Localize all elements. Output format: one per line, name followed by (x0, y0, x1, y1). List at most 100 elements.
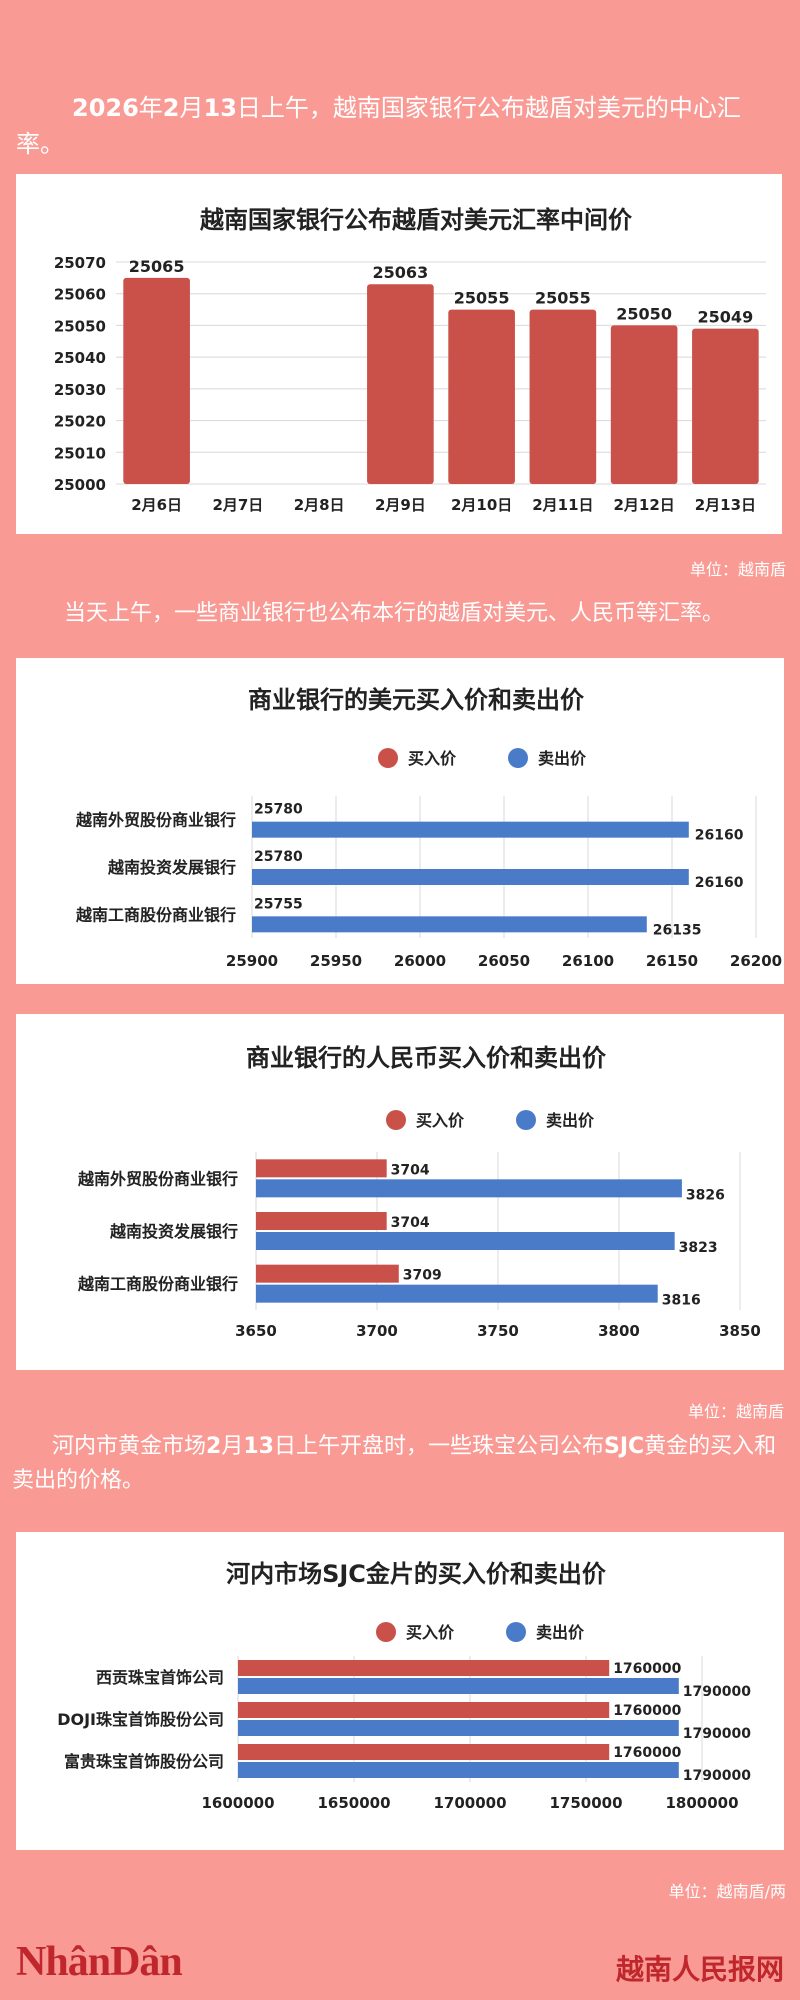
x-tick-label: 1600000 (201, 1794, 274, 1812)
category-label: 越南工商股份商业银行 (75, 905, 236, 924)
y-tick-label: 25010 (54, 444, 106, 462)
category-label: 越南投资发展银行 (109, 1222, 238, 1241)
bar (529, 309, 597, 484)
y-tick-label: 25020 (54, 413, 106, 431)
data-label: 25050 (616, 304, 672, 323)
data-label-sell: 26135 (653, 922, 702, 938)
bar-buy (256, 1159, 387, 1178)
data-label-buy: 1760000 (613, 1703, 681, 1719)
bar-buy (238, 1702, 610, 1718)
bar-buy (238, 1660, 610, 1676)
y-tick-label: 25030 (54, 381, 106, 399)
x-tick-label: 1700000 (433, 1794, 506, 1812)
intro-paragraph-2: 当天上午，一些商业银行也公布本行的越盾对美元、人民币等汇率。 (64, 601, 725, 626)
bar-sell (252, 869, 689, 885)
data-label-sell: 1790000 (683, 1684, 751, 1700)
chart-card-gold: 河内市场SJC金片的买入价和卖出价 买入价 卖出价 1600000 1650000 170… (16, 1532, 784, 1850)
bar-buy (256, 1212, 387, 1230)
bar-sell (238, 1720, 679, 1736)
chart5-unit-label: 单位：越南盾/两 (668, 1882, 786, 1901)
bar (692, 328, 759, 484)
bar (367, 284, 434, 484)
x-tick-label: 2月8日 (294, 496, 345, 514)
bar-sell (238, 1762, 679, 1778)
data-label-buy: 1760000 (613, 1661, 681, 1677)
x-tick-label: 3800 (598, 1322, 640, 1340)
legend-marker-sell (506, 1622, 526, 1642)
data-label-sell: 3826 (686, 1187, 725, 1203)
chart-card-cny: 商业银行的人民币买入价和卖出价 买入价 卖出价 3650 3700 3750 3800 385… (16, 1014, 784, 1370)
bar-buy (238, 1744, 610, 1760)
x-tick-label: 1800000 (665, 1794, 738, 1812)
legend-label-sell: 卖出价 (546, 1111, 595, 1130)
x-tick-label: 2月6日 (131, 496, 182, 514)
y-tick-label: 25060 (54, 286, 106, 304)
chart1-unit-label: 单位：越南盾 (689, 560, 786, 579)
data-label-sell: 3823 (679, 1240, 718, 1256)
legend-marker-buy (376, 1622, 396, 1642)
x-tick-label: 3700 (356, 1322, 398, 1340)
y-tick-label: 25040 (54, 349, 106, 367)
intro-paragraph-3: 河内市黄金市场2月13日上午开盘时，一些珠宝公司公布SJC黄金的买入和卖出的价格… (12, 1434, 777, 1493)
x-tick-label: 3650 (235, 1322, 277, 1340)
data-label-sell: 1790000 (683, 1726, 751, 1742)
nhandan-logo: NhânDân (16, 1939, 183, 1985)
bar-sell (256, 1179, 682, 1198)
x-tick-label: 26150 (646, 952, 698, 970)
bar (123, 277, 190, 484)
reference-rate-chart: 越南国家银行公布越盾对美元汇率中间价 25000 25010 25020 25030 25… (54, 206, 766, 514)
x-tick-label: 2月9日 (375, 496, 426, 514)
x-tick-label: 2月10日 (451, 496, 512, 514)
x-tick-label: 1750000 (549, 1794, 622, 1812)
legend-label-sell: 卖出价 (536, 1623, 585, 1642)
bar-sell (252, 821, 689, 838)
chart-card-reference-rate: 越南国家银行公布越盾对美元汇率中间价 25000 25010 25020 25030 25… (16, 174, 782, 534)
chart-title: 越南国家银行公布越盾对美元汇率中间价 (200, 206, 633, 234)
x-tick-label: 26000 (394, 952, 446, 970)
legend-label-sell: 卖出价 (538, 749, 587, 768)
data-label: 25065 (129, 257, 185, 276)
data-label-buy: 25755 (254, 896, 303, 912)
data-label-buy: 3704 (391, 1162, 430, 1178)
x-tick-label: 26050 (478, 952, 530, 970)
x-tick-label: 2月11日 (532, 496, 593, 514)
legend-label-buy: 买入价 (408, 749, 457, 768)
category-label: 西贡珠宝首饰公司 (96, 1668, 224, 1687)
legend-label-buy: 买入价 (416, 1111, 465, 1130)
bar (610, 325, 678, 484)
bar-buy (256, 1264, 399, 1283)
x-tick-label: 1650000 (317, 1794, 390, 1812)
bar-sell (256, 1284, 658, 1303)
bar (448, 309, 515, 484)
x-tick-label: 2月7日 (212, 496, 263, 514)
site-name: 越南人民报网 (615, 1953, 784, 1986)
data-label-buy: 25780 (254, 849, 303, 865)
bar-sell (252, 916, 647, 933)
data-label: 25055 (535, 289, 591, 308)
legend-marker-sell (508, 748, 528, 768)
data-label: 25049 (698, 308, 754, 327)
category-label: 越南外贸股份商业银行 (77, 1169, 238, 1188)
legend-marker-buy (378, 748, 398, 768)
x-tick-label: 25950 (310, 952, 362, 970)
data-label-buy: 3709 (403, 1268, 442, 1284)
x-tick-label: 26100 (562, 952, 614, 970)
x-tick-label: 25900 (226, 952, 278, 970)
data-label-sell: 1790000 (683, 1768, 751, 1784)
y-tick-label: 25070 (54, 254, 106, 272)
chart-title: 河内市场SJC金片的买入价和卖出价 (226, 1560, 607, 1588)
x-tick-label: 2月13日 (695, 496, 756, 514)
x-tick-label: 3750 (477, 1322, 519, 1340)
category-label: 富贵珠宝首饰股份公司 (64, 1752, 224, 1771)
chart-card-usd: 商业银行的美元买入价和卖出价 买入价 卖出价 25900 25950 26000 26050… (16, 658, 784, 984)
data-label-buy: 25780 (254, 802, 303, 818)
data-label-buy: 3704 (391, 1215, 430, 1231)
intro-paragraph-1: 2026年2月13日上午，越南国家银行公布越盾对美元的中心汇率。 (16, 94, 741, 158)
x-tick-label: 2月12日 (613, 496, 674, 514)
chart3-unit-label: 单位：越南盾 (687, 1402, 784, 1421)
bar-sell (256, 1232, 675, 1250)
chart-title: 商业银行的人民币买入价和卖出价 (246, 1044, 607, 1072)
